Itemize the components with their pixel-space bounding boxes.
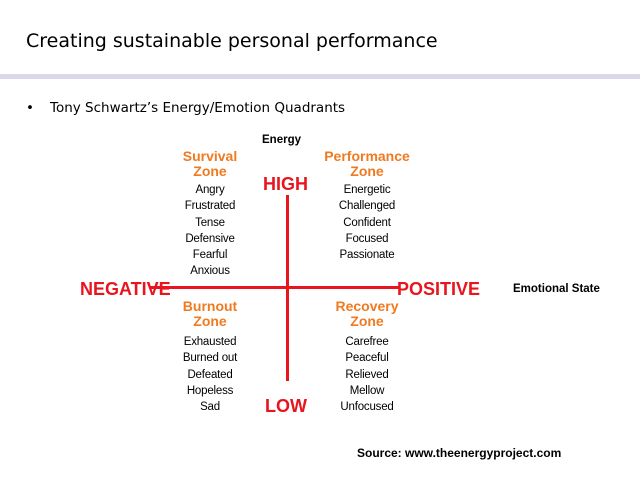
bullet-dot-icon: • xyxy=(26,100,34,116)
bullet-item: • Tony Schwartz’s Energy/Emotion Quadrant… xyxy=(26,100,345,116)
survival-zone-list: Angry Frustrated Tense Defensive Fearful… xyxy=(160,182,260,280)
burnout-zone-title: Burnout Zone xyxy=(160,299,260,329)
survival-zone-title-line2: Zone xyxy=(193,163,227,179)
high-label: HIGH xyxy=(263,174,308,194)
burnout-zone-title-line2: Zone xyxy=(193,313,227,329)
negative-label: NEGATIVE xyxy=(80,279,171,299)
list-item: Relieved xyxy=(345,368,389,381)
recovery-zone-title: Recovery Zone xyxy=(317,299,417,329)
list-item: Defeated xyxy=(187,368,233,381)
list-item: Angry xyxy=(195,184,225,196)
performance-zone-title-line2: Zone xyxy=(350,163,384,179)
burnout-zone-title-line1: Burnout xyxy=(182,298,238,314)
energy-axis-label: Energy xyxy=(262,134,301,146)
list-item: Frustrated xyxy=(184,200,236,213)
performance-zone-list: Energetic Challenged Confident Focused P… xyxy=(317,182,417,263)
slide-title: Creating sustainable personal performanc… xyxy=(26,30,438,52)
list-item: Mellow xyxy=(349,384,385,397)
title-divider xyxy=(0,74,640,79)
recovery-zone-list: Carefree Peaceful Relieved Mellow Unfocu… xyxy=(317,334,417,415)
performance-zone-title-line1: Performance xyxy=(324,148,410,164)
performance-zone-title: Performance Zone xyxy=(307,149,427,179)
list-item: Passionate xyxy=(339,249,395,262)
burnout-zone-list: Exhausted Burned out Defeated Hopeless S… xyxy=(160,334,260,415)
list-item: Focused xyxy=(345,232,389,245)
list-item: Sad xyxy=(200,401,220,414)
emotional-state-axis-line xyxy=(150,286,400,289)
recovery-zone-title-line1: Recovery xyxy=(335,298,399,314)
survival-zone-title-line1: Survival xyxy=(182,148,238,164)
survival-zone-title: Survival Zone xyxy=(160,149,260,179)
bullet-text: Tony Schwartz’s Energy/Emotion Quadrants xyxy=(50,100,346,116)
source-credit: Source: www.theenergyproject.com xyxy=(357,446,562,460)
list-item: Hopeless xyxy=(186,384,234,397)
list-item: Challenged xyxy=(338,200,396,213)
list-item: Tense xyxy=(195,216,225,229)
list-item: Peaceful xyxy=(345,352,389,365)
list-item: Carefree xyxy=(345,336,389,348)
list-item: Defensive xyxy=(185,232,235,245)
list-item: Burned out xyxy=(182,352,238,365)
list-item: Exhausted xyxy=(183,336,237,348)
recovery-zone-title-line2: Zone xyxy=(350,313,384,329)
low-label: LOW xyxy=(265,396,307,416)
emotional-state-axis-label: Emotional State xyxy=(513,283,600,295)
list-item: Energetic xyxy=(343,184,391,196)
positive-label: POSITIVE xyxy=(397,279,481,299)
list-item: Anxious xyxy=(190,265,230,278)
list-item: Confident xyxy=(343,216,391,229)
list-item: Unfocused xyxy=(340,401,394,414)
list-item: Fearful xyxy=(192,249,228,262)
